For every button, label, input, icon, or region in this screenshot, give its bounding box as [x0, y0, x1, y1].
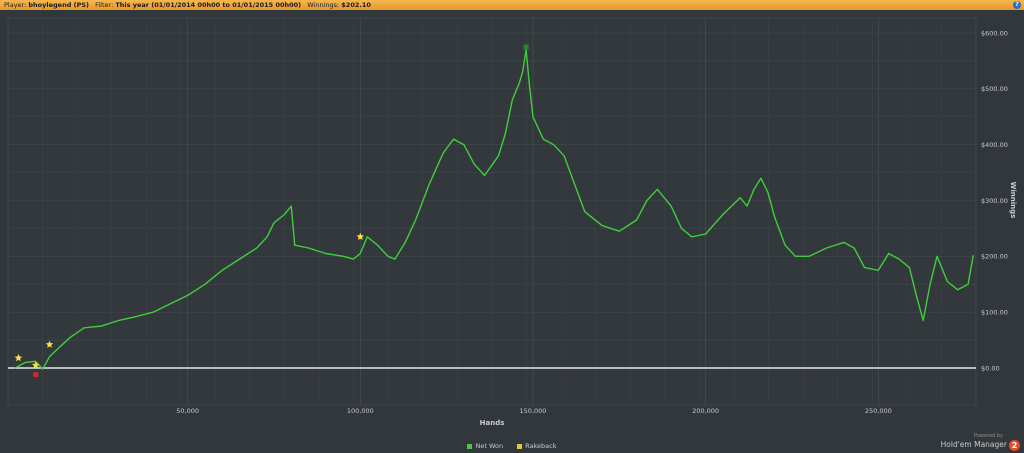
x-tick-label: 100,000: [347, 407, 374, 415]
y-tick-label: $500.00: [981, 85, 1008, 93]
x-tick-labels: 50,000 100,000 150,000 200,000 250,000: [176, 407, 891, 415]
powered-by-text: Powered by: [974, 433, 1003, 439]
filter-label: Filter:: [95, 1, 114, 9]
winnings-label: Winnings:: [307, 1, 340, 9]
star-marker: [356, 232, 365, 240]
legend-label-rakeback: Rakeback: [525, 442, 557, 450]
winnings-value: $202.10: [341, 1, 371, 9]
legend-label-net-won: Net Won: [475, 442, 504, 450]
max-marker: [523, 44, 529, 50]
net-won-line: [14, 49, 974, 370]
player-name: bhoylegend (PS): [28, 1, 90, 9]
y-tick-label: $0.00: [981, 364, 1000, 372]
brand-badge-icon: 2: [1009, 439, 1020, 451]
y-tick-label: $200.00: [981, 253, 1008, 261]
star-marker: [31, 361, 40, 369]
min-marker: [33, 372, 39, 378]
star-marker: [45, 340, 54, 348]
x-axis-label: Hands: [480, 419, 505, 427]
brand-logo: Powered by Hold'em Manager 2: [941, 433, 1020, 451]
y-tick-label: $400.00: [981, 141, 1008, 149]
y-tick-label: $600.00: [981, 29, 1008, 37]
x-tick-label: 250,000: [865, 407, 892, 415]
y-axis-label: Winnings: [1009, 182, 1017, 219]
legend-item-rakeback[interactable]: Rakeback: [517, 442, 557, 450]
legend-swatch-rakeback: [517, 443, 523, 449]
brand-name: Hold'em Manager: [940, 440, 1007, 449]
x-tick-label: 150,000: [520, 407, 547, 415]
y-tick-label: $300.00: [981, 197, 1008, 205]
chart-markers: [14, 44, 529, 378]
legend-item-net-won[interactable]: Net Won: [467, 442, 503, 450]
star-marker: [14, 353, 23, 362]
y-tick-label: $100.00: [981, 308, 1008, 316]
legend: Net Won Rakeback: [0, 442, 1024, 450]
y-tick-labels: $0.00 $100.00 $200.00 $300.00 $400.00 $500.00…: [981, 29, 1008, 372]
filter-value: This year (01/01/2014 00h00 to 01/01/201…: [115, 1, 302, 9]
header-bar: Player: bhoylegend (PS) Filter: This yea…: [0, 0, 1024, 10]
player-label: Player:: [4, 1, 27, 9]
x-tick-label: 50,000: [176, 407, 199, 415]
chart-grid: [7, 17, 977, 406]
help-icon[interactable]: ?: [1013, 1, 1021, 9]
legend-swatch-net-won: [467, 443, 473, 449]
x-tick-label: 200,000: [692, 407, 719, 415]
